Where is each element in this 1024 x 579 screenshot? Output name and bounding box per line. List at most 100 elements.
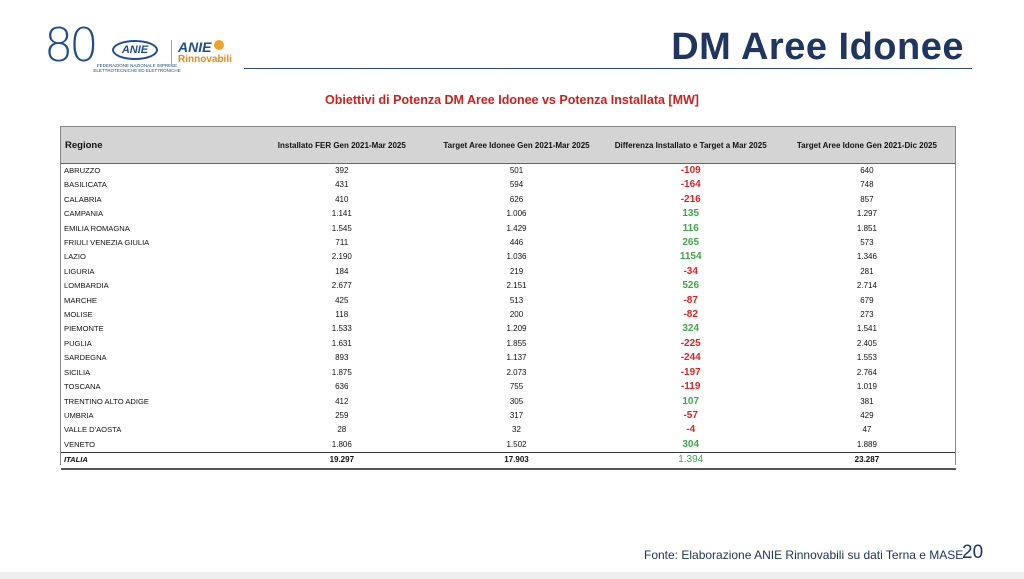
cell-installato: 1.533 [331,324,352,334]
cell-regione: TRENTINO ALTO ADIGE [64,396,149,406]
title-underline [244,68,972,69]
cell-target-mar: 594 [509,180,524,190]
page-title: DM Aree Idonee [671,26,964,68]
cell-differenza: 1154 [679,251,702,263]
table-row: FRIULI VENEZIA GIULIA 711 446 265 573 [61,236,956,250]
cell-regione: BASILICATA [64,180,107,190]
cell-installato: 431 [335,180,349,190]
total-differenza: 1.394 [603,452,778,470]
cell-target-dic: 429 [860,410,874,420]
table-row: MARCHE 425 513 -87 679 [61,294,956,308]
federation-text: FEDERAZIONE NAZIONALE IMPRESE ELETTROTEC… [93,63,181,73]
table-row: PUGLIA 1.631 1.855 -225 2.405 [61,337,956,351]
cell-differenza: -216 [680,193,701,205]
table-row: LIGURIA 184 219 -34 281 [61,265,956,279]
anie-rinnovabili-logo-text: Rinnovabili [178,54,232,65]
cell-differenza: -34 [683,265,698,277]
header-regione: Regione [61,126,255,164]
cell-regione: FRIULI VENEZIA GIULIA [64,238,150,248]
cell-regione: PUGLIA [64,338,92,348]
cell-regione: CALABRIA [64,194,102,204]
cell-differenza: -164 [680,179,701,191]
cell-target-dic: 1.851 [856,223,877,233]
cell-regione: MARCHE [64,295,97,305]
cell-regione: ABRUZZO [61,163,255,179]
logo-divider [171,40,172,66]
page-number: 20 [962,542,984,563]
cell-installato: 410 [335,194,349,204]
cell-regione: UMBRIA [64,410,94,420]
cell-differenza: 107 [682,395,700,407]
header-target-dic: Target Aree Idone Gen 2021-Dic 2025 [777,126,956,164]
table-total-row: ITALIA 19.297 17.903 1.394 23.287 [61,452,956,470]
cell-target-dic: 2.764 [856,367,877,377]
cell-regione: VENETO [64,439,96,449]
table-row: MOLISE 118 200 -82 273 [61,308,956,322]
cell-target-mar: 513 [509,295,524,305]
cell-differenza: 324 [682,323,700,335]
cell-regione: PIEMONTE [64,324,104,334]
table-row: SICILIA 1.875 2.073 -197 2.764 [61,366,956,380]
regions-table: Regione Installato FER Gen 2021-Mar 2025… [61,126,956,470]
total-target-mar: 17.903 [429,452,604,470]
cell-target-dic: 1.019 [856,382,877,392]
table-row: VENETO 1.806 1.502 304 1.889 [61,438,956,453]
header: 80 ANIE FEDERAZIONE NAZIONALE IMPRESE EL… [0,0,1024,90]
cell-target-dic: 1.889 [856,439,877,449]
table-row: CALABRIA 410 626 -216 857 [61,193,956,207]
cell-target-mar: 501 [429,163,604,179]
total-regione: ITALIA [61,452,255,470]
cell-target-mar: 219 [509,266,524,276]
cell-installato: 425 [335,295,349,305]
table-row: LAZIO 2.190 1.036 1154 1.346 [61,250,956,264]
cell-differenza: 135 [682,208,700,220]
cell-installato: 259 [335,410,349,420]
cell-target-dic: 281 [860,266,874,276]
cell-target-mar: 317 [509,410,524,420]
cell-differenza: 526 [682,280,700,292]
table-row: UMBRIA 259 317 -57 429 [61,409,956,423]
cell-installato: 2.677 [331,281,352,291]
anie-rinnovabili-logo: ANIE Rinnovabili [178,40,232,66]
source-note: Fonte: Elaborazione ANIE Rinnovabili su … [644,548,964,562]
anniversary-80-logo: 80 [44,18,99,72]
cell-installato: 118 [335,310,349,320]
table-row: VALLE D'AOSTA 28 32 -4 47 [61,423,956,437]
cell-target-mar: 1.855 [506,338,527,348]
cell-target-dic: 273 [860,310,874,320]
cell-target-mar: 200 [509,310,524,320]
cell-target-dic: 857 [860,194,874,204]
table-body: ABRUZZO 392 501 -109 640 BASILICATA 431 594 -164… [61,163,956,470]
cell-target-mar: 1.137 [506,353,527,363]
cell-installato: 2.190 [331,252,352,262]
cell-regione: MOLISE [64,310,93,320]
table-row: ABRUZZO 392 501 -109 640 [61,163,956,179]
cell-target-mar: 1.006 [506,209,527,219]
cell-target-dic: 1.553 [856,353,877,363]
bottom-bar [0,572,1024,579]
cell-target-mar: 1.502 [506,439,527,449]
cell-differenza: -87 [683,294,698,306]
cell-target-dic: 679 [860,295,874,305]
table-row: TOSCANA 636 755 -119 1.019 [61,380,956,394]
cell-installato: 184 [335,266,349,276]
cell-target-mar: 305 [509,396,524,406]
cell-target-dic: 1.297 [856,209,877,219]
cell-installato: 711 [335,238,349,248]
table-row: EMILIA ROMAGNA 1.545 1.429 116 1.851 [61,222,956,236]
cell-installato: 1.631 [331,338,352,348]
cell-regione: SICILIA [64,367,91,377]
cell-differenza: -225 [680,337,701,349]
table-row: CAMPANIA 1.141 1.006 135 1.297 [61,207,956,221]
sun-icon [214,40,224,50]
cell-regione: EMILIA ROMAGNA [64,223,130,233]
table-row: SARDEGNA 893 1.137 -244 1.553 [61,351,956,365]
cell-target-mar: 32 [512,425,521,435]
header-differenza: Differenza Installato e Target a Mar 202… [603,126,778,164]
cell-regione: VALLE D'AOSTA [64,425,122,435]
cell-target-mar: 755 [509,382,524,392]
cell-differenza: -197 [680,366,701,378]
cell-target-mar: 1.036 [506,252,527,262]
cell-target-dic: 1.346 [856,252,877,262]
cell-target-mar: 1.429 [506,223,527,233]
